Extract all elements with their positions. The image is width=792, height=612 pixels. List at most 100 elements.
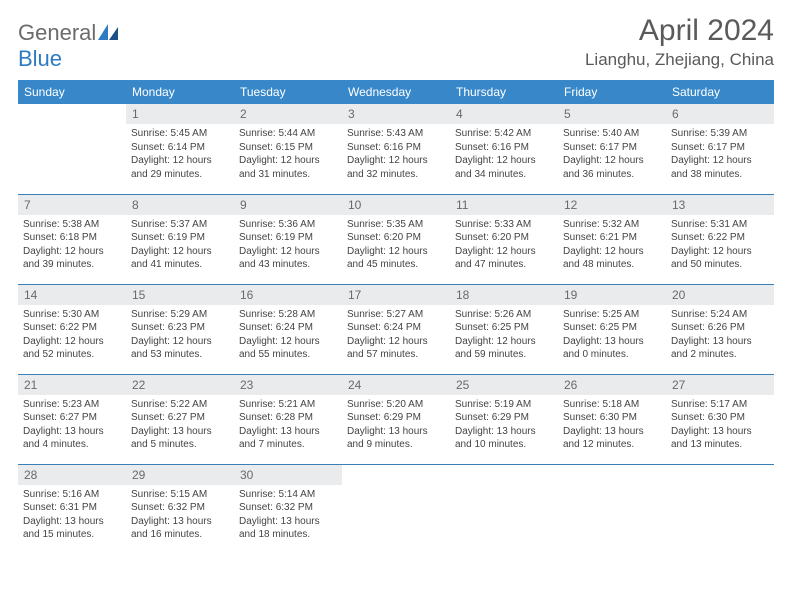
day-number: 28 bbox=[18, 465, 126, 485]
sunrise-line: Sunrise: 5:26 AM bbox=[455, 308, 553, 322]
sunset-line: Sunset: 6:23 PM bbox=[131, 321, 229, 335]
sunrise-line: Sunrise: 5:40 AM bbox=[563, 127, 661, 141]
calendar-cell: 5Sunrise: 5:40 AMSunset: 6:17 PMDaylight… bbox=[558, 104, 666, 194]
sunrise-line: Sunrise: 5:21 AM bbox=[239, 398, 337, 412]
sunset-line: Sunset: 6:27 PM bbox=[131, 411, 229, 425]
daylight-line: and 59 minutes. bbox=[455, 348, 553, 362]
sunrise-line: Sunrise: 5:15 AM bbox=[131, 488, 229, 502]
daylight-line: and 0 minutes. bbox=[563, 348, 661, 362]
calendar-cell: 6Sunrise: 5:39 AMSunset: 6:17 PMDaylight… bbox=[666, 104, 774, 194]
sunrise-line: Sunrise: 5:20 AM bbox=[347, 398, 445, 412]
sunset-line: Sunset: 6:24 PM bbox=[239, 321, 337, 335]
sunset-line: Sunset: 6:26 PM bbox=[671, 321, 769, 335]
daylight-line: and 2 minutes. bbox=[671, 348, 769, 362]
calendar-cell: 24Sunrise: 5:20 AMSunset: 6:29 PMDayligh… bbox=[342, 374, 450, 464]
day-number: 17 bbox=[342, 285, 450, 305]
daylight-line: and 36 minutes. bbox=[563, 168, 661, 182]
day-details: Sunrise: 5:30 AMSunset: 6:22 PMDaylight:… bbox=[18, 305, 126, 366]
sunset-line: Sunset: 6:15 PM bbox=[239, 141, 337, 155]
daylight-line: Daylight: 12 hours bbox=[239, 335, 337, 349]
sunrise-line: Sunrise: 5:32 AM bbox=[563, 218, 661, 232]
daylight-line: and 29 minutes. bbox=[131, 168, 229, 182]
day-number: 20 bbox=[666, 285, 774, 305]
daylight-line: Daylight: 13 hours bbox=[671, 425, 769, 439]
day-details: Sunrise: 5:44 AMSunset: 6:15 PMDaylight:… bbox=[234, 124, 342, 185]
calendar-cell: 14Sunrise: 5:30 AMSunset: 6:22 PMDayligh… bbox=[18, 284, 126, 374]
daylight-line: Daylight: 13 hours bbox=[563, 335, 661, 349]
calendar-cell: 15Sunrise: 5:29 AMSunset: 6:23 PMDayligh… bbox=[126, 284, 234, 374]
sunrise-line: Sunrise: 5:23 AM bbox=[23, 398, 121, 412]
calendar-cell: 20Sunrise: 5:24 AMSunset: 6:26 PMDayligh… bbox=[666, 284, 774, 374]
calendar-cell: 25Sunrise: 5:19 AMSunset: 6:29 PMDayligh… bbox=[450, 374, 558, 464]
calendar-week: 14Sunrise: 5:30 AMSunset: 6:22 PMDayligh… bbox=[18, 284, 774, 374]
calendar-week: 21Sunrise: 5:23 AMSunset: 6:27 PMDayligh… bbox=[18, 374, 774, 464]
sunrise-line: Sunrise: 5:35 AM bbox=[347, 218, 445, 232]
day-header: Wednesday bbox=[342, 80, 450, 104]
sunset-line: Sunset: 6:30 PM bbox=[671, 411, 769, 425]
calendar-cell: 2Sunrise: 5:44 AMSunset: 6:15 PMDaylight… bbox=[234, 104, 342, 194]
daylight-line: Daylight: 12 hours bbox=[455, 154, 553, 168]
daylight-line: Daylight: 12 hours bbox=[347, 335, 445, 349]
sunrise-line: Sunrise: 5:45 AM bbox=[131, 127, 229, 141]
day-details: Sunrise: 5:26 AMSunset: 6:25 PMDaylight:… bbox=[450, 305, 558, 366]
daylight-line: Daylight: 12 hours bbox=[563, 154, 661, 168]
day-details: Sunrise: 5:25 AMSunset: 6:25 PMDaylight:… bbox=[558, 305, 666, 366]
calendar-cell: 21 Sunrise: 5:23 AMSunset: 6:27 PMDayligh… bbox=[18, 374, 126, 464]
sunset-line: Sunset: 6:24 PM bbox=[347, 321, 445, 335]
calendar-cell: 12Sunrise: 5:32 AMSunset: 6:21 PMDayligh… bbox=[558, 194, 666, 284]
day-details: Sunrise: 5:32 AMSunset: 6:21 PMDaylight:… bbox=[558, 215, 666, 276]
day-details: Sunrise: 5:27 AMSunset: 6:24 PMDaylight:… bbox=[342, 305, 450, 366]
calendar-cell: 22Sunrise: 5:22 AMSunset: 6:27 PMDayligh… bbox=[126, 374, 234, 464]
calendar-cell: 27Sunrise: 5:17 AMSunset: 6:30 PMDayligh… bbox=[666, 374, 774, 464]
daylight-line: Daylight: 13 hours bbox=[23, 425, 121, 439]
calendar-week: 1Sunrise: 5:45 AMSunset: 6:14 PMDaylight… bbox=[18, 104, 774, 194]
sunset-line: Sunset: 6:32 PM bbox=[239, 501, 337, 515]
calendar-cell: 9Sunrise: 5:36 AMSunset: 6:19 PMDaylight… bbox=[234, 194, 342, 284]
daylight-line: Daylight: 13 hours bbox=[347, 425, 445, 439]
day-number: 16 bbox=[234, 285, 342, 305]
calendar-cell: 11Sunrise: 5:33 AMSunset: 6:20 PMDayligh… bbox=[450, 194, 558, 284]
day-details: Sunrise: 5:29 AMSunset: 6:23 PMDaylight:… bbox=[126, 305, 234, 366]
day-details: Sunrise: 5:31 AMSunset: 6:22 PMDaylight:… bbox=[666, 215, 774, 276]
daylight-line: and 5 minutes. bbox=[131, 438, 229, 452]
day-header: Sunday bbox=[18, 80, 126, 104]
day-number: 7 bbox=[18, 195, 126, 215]
calendar-cell bbox=[342, 464, 450, 554]
day-number: 15 bbox=[126, 285, 234, 305]
sunset-line: Sunset: 6:29 PM bbox=[347, 411, 445, 425]
sunrise-line: Sunrise: 5:39 AM bbox=[671, 127, 769, 141]
sunset-line: Sunset: 6:21 PM bbox=[563, 231, 661, 245]
calendar-cell: 26Sunrise: 5:18 AMSunset: 6:30 PMDayligh… bbox=[558, 374, 666, 464]
day-number: 21 bbox=[18, 375, 126, 395]
sunrise-line: Sunrise: 5:44 AM bbox=[239, 127, 337, 141]
calendar-cell: 30Sunrise: 5:14 AMSunset: 6:32 PMDayligh… bbox=[234, 464, 342, 554]
sunset-line: Sunset: 6:27 PM bbox=[23, 411, 121, 425]
day-details: Sunrise: 5:16 AMSunset: 6:31 PMDaylight:… bbox=[18, 485, 126, 546]
brand-part1: General bbox=[18, 20, 96, 45]
daylight-line: Daylight: 12 hours bbox=[239, 154, 337, 168]
day-number: 13 bbox=[666, 195, 774, 215]
day-number: 11 bbox=[450, 195, 558, 215]
calendar-cell bbox=[450, 464, 558, 554]
daylight-line: and 57 minutes. bbox=[347, 348, 445, 362]
daylight-line: and 31 minutes. bbox=[239, 168, 337, 182]
daylight-line: and 48 minutes. bbox=[563, 258, 661, 272]
sunset-line: Sunset: 6:17 PM bbox=[671, 141, 769, 155]
daylight-line: Daylight: 12 hours bbox=[563, 245, 661, 259]
daylight-line: and 4 minutes. bbox=[23, 438, 121, 452]
daylight-line: and 41 minutes. bbox=[131, 258, 229, 272]
day-number: 14 bbox=[18, 285, 126, 305]
daylight-line: and 7 minutes. bbox=[239, 438, 337, 452]
calendar-cell: 18Sunrise: 5:26 AMSunset: 6:25 PMDayligh… bbox=[450, 284, 558, 374]
day-header: Monday bbox=[126, 80, 234, 104]
day-header: Friday bbox=[558, 80, 666, 104]
day-details: Sunrise: 5:38 AMSunset: 6:18 PMDaylight:… bbox=[18, 215, 126, 276]
daylight-line: Daylight: 13 hours bbox=[671, 335, 769, 349]
sail-icon bbox=[98, 20, 120, 46]
calendar-cell: 7Sunrise: 5:38 AMSunset: 6:18 PMDaylight… bbox=[18, 194, 126, 284]
day-details: Sunrise: 5:20 AMSunset: 6:29 PMDaylight:… bbox=[342, 395, 450, 456]
sunset-line: Sunset: 6:30 PM bbox=[563, 411, 661, 425]
day-number: 10 bbox=[342, 195, 450, 215]
sunset-line: Sunset: 6:19 PM bbox=[131, 231, 229, 245]
calendar-week: 7Sunrise: 5:38 AMSunset: 6:18 PMDaylight… bbox=[18, 194, 774, 284]
